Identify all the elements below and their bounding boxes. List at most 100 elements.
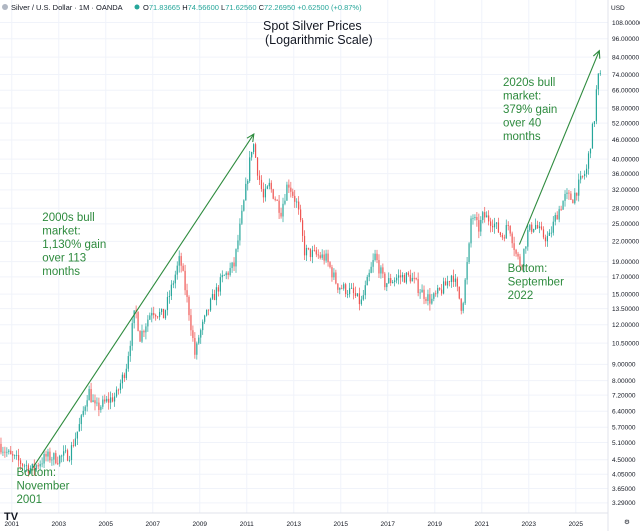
currency-label[interactable]: USD <box>611 5 625 12</box>
candle-body <box>333 272 335 278</box>
candle-body <box>159 312 161 317</box>
candle-body <box>278 200 280 213</box>
candle-body <box>66 450 69 461</box>
candle-body <box>564 193 566 201</box>
tradingview-logo[interactable]: TV <box>4 511 19 523</box>
candle-body <box>209 298 212 311</box>
x-tick-label: 2009 <box>193 521 208 528</box>
candle-body <box>558 209 560 220</box>
candle-body <box>409 274 411 282</box>
candle-body <box>435 293 437 295</box>
candle-body <box>272 189 274 199</box>
x-tick-label: 2017 <box>381 521 396 528</box>
candle-body <box>309 248 312 258</box>
candle-body <box>372 259 374 267</box>
candle-body <box>59 455 61 464</box>
x-tick-label: 2005 <box>99 521 114 528</box>
candle-body <box>313 250 315 251</box>
candle-body <box>68 460 71 461</box>
candle-body <box>137 312 139 331</box>
candle-body <box>88 389 90 401</box>
candle-body <box>215 287 218 301</box>
candle-body <box>527 230 529 247</box>
trend-arrows <box>32 49 601 468</box>
candle-body <box>45 454 47 457</box>
candle-body <box>397 275 400 278</box>
candle-body <box>23 465 26 467</box>
candle-body <box>172 283 174 285</box>
candle-body <box>43 454 45 464</box>
candle-body <box>235 249 237 267</box>
y-tick-label: 32.00000 <box>612 187 639 194</box>
candle-body <box>335 272 337 284</box>
candle-body <box>347 294 349 295</box>
annotation-line: 379% gain <box>503 104 557 116</box>
candle-body <box>121 374 124 384</box>
candle-body <box>517 253 519 257</box>
candle-body <box>456 278 458 287</box>
candle-body <box>90 389 92 403</box>
symbol-icon <box>2 4 8 10</box>
y-tick-label: 17.00000 <box>612 274 639 281</box>
candlestick-series <box>0 70 601 477</box>
chart-title-line-1: Spot Silver Prices <box>263 19 362 33</box>
annotation-line: months <box>503 131 541 143</box>
y-tick-label: 40.00000 <box>612 156 639 163</box>
candle-body <box>233 262 235 267</box>
candle-body <box>200 330 202 338</box>
candle-body <box>98 402 100 410</box>
y-tick-label: 108.00000 <box>612 20 640 27</box>
y-tick-label: 84.00000 <box>612 54 639 61</box>
time-axis[interactable]: 2001 2003 2005 2007 2009 2011 2013 2015 2017 2019… <box>5 521 584 528</box>
y-tick-label: 19.00000 <box>612 259 639 266</box>
ohlc-value: 72.26950 <box>264 3 295 12</box>
gear-icon[interactable]: ⚙ <box>624 519 630 526</box>
candle-body <box>356 293 359 297</box>
x-tick-label: 2003 <box>52 521 67 528</box>
y-tick-label: 52.00000 <box>612 120 639 127</box>
candle-body <box>35 465 37 470</box>
candle-body <box>41 463 43 465</box>
candle-body <box>227 272 229 275</box>
y-tick-label: 22.00000 <box>612 239 639 246</box>
candle-body <box>270 182 272 190</box>
candle-body <box>531 224 533 232</box>
price-axis[interactable]: 108.00000 96.00000 84.00000 74.00000 66.0000… <box>612 20 640 507</box>
candle-body <box>350 287 353 289</box>
candle-body <box>423 289 425 299</box>
candle-body <box>405 272 407 283</box>
candle-body <box>442 281 445 294</box>
instrument-label[interactable]: Silver / U.S. Dollar · 1M · OANDA <box>11 3 123 12</box>
candle-body <box>589 148 592 154</box>
candle-body <box>474 217 476 218</box>
candle-body <box>546 235 548 242</box>
candle-body <box>523 248 525 267</box>
y-tick-label: 7.20000 <box>612 392 636 399</box>
y-tick-label: 36.00000 <box>612 171 639 178</box>
y-tick-label: 15.00000 <box>612 291 639 298</box>
trend-arrow-head <box>592 49 601 59</box>
candle-body <box>413 277 415 279</box>
ohlc-key-c: C <box>257 3 265 12</box>
candle-body <box>151 312 153 316</box>
candle-body <box>470 218 472 244</box>
candle-body <box>460 298 462 311</box>
candle-body <box>311 250 313 258</box>
candle-body <box>482 212 484 221</box>
candle-body <box>133 310 135 324</box>
candle-body <box>190 315 192 331</box>
candle-body <box>53 453 55 460</box>
candle-body <box>425 298 427 301</box>
candle-body <box>537 224 539 229</box>
candle-body <box>61 455 63 457</box>
candle-body <box>437 287 439 294</box>
candle-body <box>174 274 176 284</box>
candle-body <box>544 237 547 242</box>
candle-body <box>217 287 219 292</box>
candle-body <box>466 262 468 280</box>
y-tick-label: 4.50000 <box>612 457 636 464</box>
candle-body <box>421 289 423 293</box>
candle-body <box>488 215 490 222</box>
candle-body <box>202 321 204 331</box>
